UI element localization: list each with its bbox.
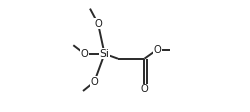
Text: O: O <box>140 84 148 94</box>
Text: O: O <box>90 77 98 87</box>
Text: O: O <box>81 49 88 59</box>
Text: O: O <box>94 19 102 29</box>
Text: O: O <box>154 45 161 55</box>
Text: Si: Si <box>100 49 110 59</box>
